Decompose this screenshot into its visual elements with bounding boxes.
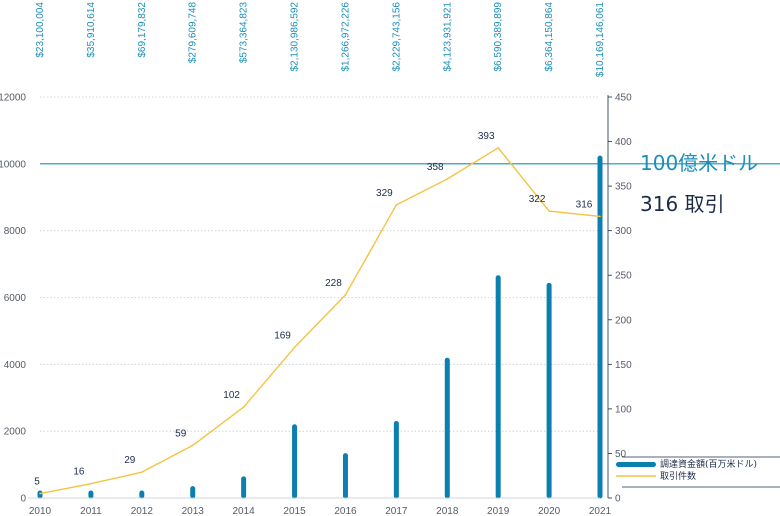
x-tick-label: 2018 (436, 506, 459, 516)
top-amount-label: $6,364,150,864 (544, 2, 555, 72)
top-amount-label: $69,179,832 (137, 2, 148, 58)
line-data-labels: 5 16 29 59 102 169 228 329 358 393 322 316 (34, 131, 593, 488)
top-amount-label: $23,100,004 (35, 2, 46, 58)
top-amount-label: $4,123,931,921 (442, 2, 453, 72)
data-label: 228 (325, 278, 342, 289)
x-tick-label: 2010 (29, 506, 52, 516)
x-tick-label: 2020 (538, 506, 561, 516)
x-tick-label: 2016 (334, 506, 357, 516)
right-tick-label: 450 (615, 93, 632, 104)
data-label: 393 (478, 131, 495, 142)
line-point (242, 406, 245, 408)
top-amount-labels: $23,100,004 $35,910,614 $69,179,832 $279,60… (35, 2, 606, 78)
data-label: 29 (124, 455, 136, 466)
data-label: 316 (576, 199, 593, 210)
x-tick-label: 2015 (283, 506, 306, 516)
left-tick-label: 2000 (4, 427, 27, 438)
x-tick-label: 2014 (233, 506, 256, 516)
line-point (344, 294, 347, 296)
legend: 調達資金額(百万米ドル) 取引件数 (616, 456, 780, 488)
x-axis: 2010 2011 2012 2013 2014 2015 2016 2017 2018 2019… (28, 497, 612, 516)
left-tick-label: 6000 (4, 293, 27, 304)
right-y-axis: 0 50 100 150 200 250 300 350 400 450 (607, 93, 632, 505)
data-label: 59 (175, 428, 187, 439)
line-point (141, 471, 143, 473)
right-tick-label: 250 (615, 271, 632, 282)
data-label: 16 (73, 467, 85, 478)
top-amount-label: $2,229,743,156 (391, 2, 402, 72)
x-tick-label: 2012 (131, 506, 154, 516)
top-amount-label: $1,266,972,226 (340, 2, 351, 72)
right-tick-label: 50 (615, 449, 627, 460)
right-tick-label: 200 (615, 315, 632, 326)
line-point (395, 204, 398, 206)
gridlines (40, 96, 600, 499)
x-tick-label: 2021 (589, 506, 612, 516)
legend-bar-label: 調達資金額(百万米ドル) (660, 458, 757, 470)
left-y-axis: 0 2000 4000 6000 8000 10000 12000 (0, 93, 26, 505)
right-tick-label: 300 (615, 226, 632, 237)
top-amount-label: $6,590,389,899 (493, 2, 504, 72)
data-label: 358 (427, 162, 444, 173)
top-amount-label: $279,609,748 (188, 2, 199, 64)
line-point (599, 215, 601, 218)
right-tick-label: 100 (615, 404, 632, 415)
line-point (293, 346, 296, 349)
data-label: 322 (529, 194, 546, 205)
top-amount-label: $10,169,146,061 (595, 2, 606, 78)
line-series (39, 146, 601, 495)
right-tick-label: 150 (615, 360, 632, 371)
line-point (548, 210, 550, 212)
x-tick-label: 2017 (385, 506, 408, 516)
line-point (497, 146, 499, 149)
left-tick-label: 8000 (4, 226, 27, 237)
callout-deals: 316 取引 (640, 192, 725, 216)
data-label: 329 (376, 188, 393, 199)
data-label: 169 (274, 330, 291, 341)
right-tick-label: 350 (615, 182, 632, 193)
line-point (90, 482, 92, 485)
left-tick-label: 12000 (0, 93, 26, 104)
data-label: 5 (34, 477, 40, 488)
legend-line-label: 取引件数 (660, 470, 696, 482)
legend-bar-swatch (616, 462, 656, 467)
callout-amount: 100億米ドル (640, 151, 758, 175)
line-point (446, 178, 449, 180)
left-tick-label: 4000 (4, 360, 27, 371)
left-tick-label: 10000 (0, 159, 26, 170)
top-amount-label: $573,364,823 (239, 2, 250, 64)
top-amount-label: $35,910,614 (86, 2, 97, 58)
line-point (191, 444, 194, 447)
x-tick-label: 2019 (487, 506, 510, 516)
x-tick-label: 2011 (80, 506, 102, 516)
left-tick-label: 0 (20, 494, 26, 505)
right-tick-label: 0 (615, 494, 621, 505)
top-amount-label: $2,130,986,592 (290, 2, 301, 72)
deal-count-line (39, 147, 601, 495)
x-tick-label: 2013 (182, 506, 205, 516)
right-tick-label: 400 (615, 137, 632, 148)
data-label: 102 (223, 390, 240, 401)
line-point (39, 492, 41, 495)
bar-series (37, 155, 603, 499)
